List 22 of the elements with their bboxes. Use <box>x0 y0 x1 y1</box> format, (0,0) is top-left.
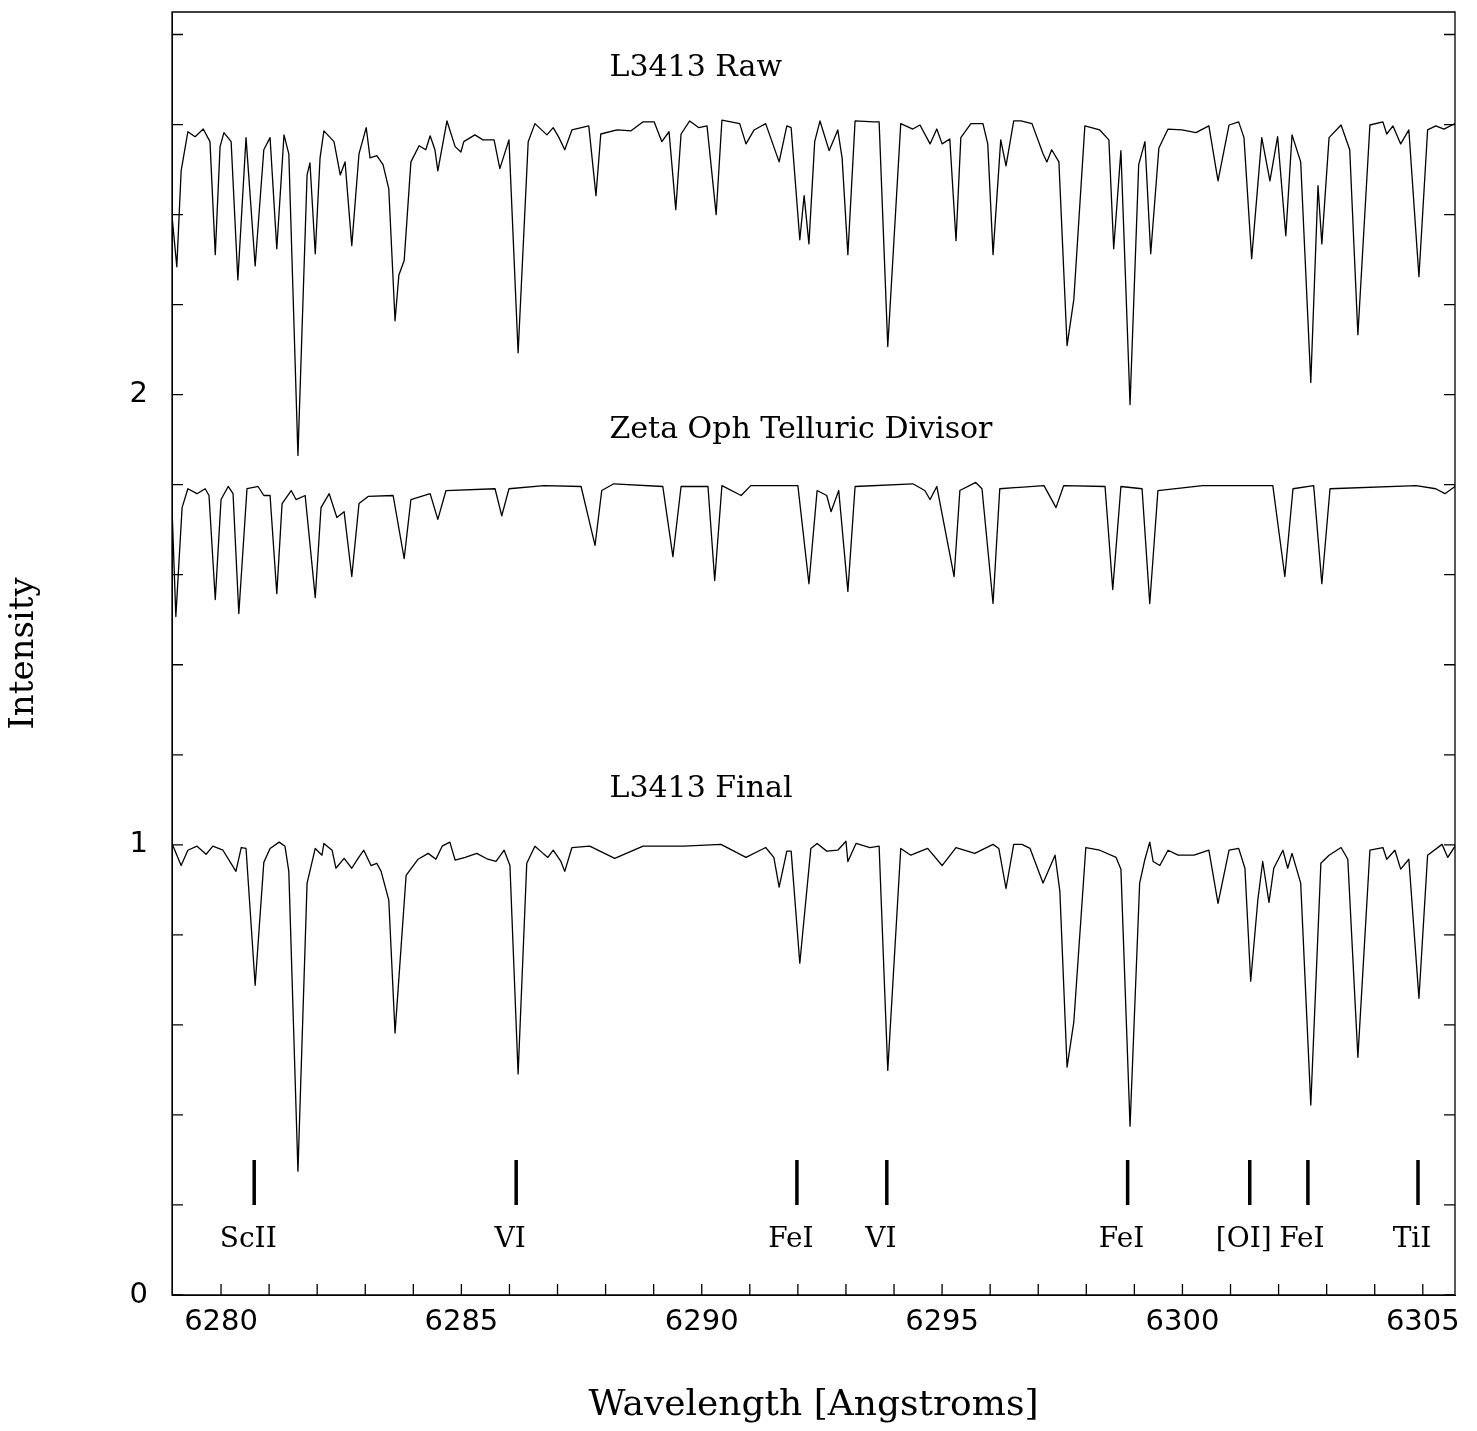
ref-line-label: [OI] <box>1215 1221 1272 1255</box>
x-tick-label: 6300 <box>1145 1302 1220 1337</box>
y-tick-label: 2 <box>129 375 148 410</box>
x-tick-label: 6305 <box>1385 1302 1460 1337</box>
series-label: Zeta Oph Telluric Divisor <box>609 410 994 446</box>
ref-line-label: FeI <box>1279 1221 1325 1255</box>
ref-line-label: VI <box>493 1221 526 1255</box>
x-tick-label: 6295 <box>905 1302 979 1337</box>
x-axis-title: Wavelength [Angstroms] <box>588 1381 1039 1423</box>
series-label: L3413 Final <box>609 769 793 805</box>
series-label: L3413 Raw <box>609 47 783 83</box>
y-tick-label: 0 <box>129 1275 148 1310</box>
ref-line-label: ScII <box>219 1221 277 1255</box>
ref-line-label: FeI <box>1098 1221 1145 1255</box>
x-tick-label: 6285 <box>424 1302 499 1337</box>
x-tick-label: 6290 <box>664 1302 739 1337</box>
ref-line-label: FeI <box>768 1221 814 1255</box>
ref-line-label: VI <box>864 1221 897 1255</box>
x-tick-label: 6280 <box>184 1302 258 1337</box>
ref-line-label: TiI <box>1392 1221 1432 1255</box>
y-axis-title: Intensity <box>1 576 42 730</box>
y-tick-label: 1 <box>129 825 148 860</box>
